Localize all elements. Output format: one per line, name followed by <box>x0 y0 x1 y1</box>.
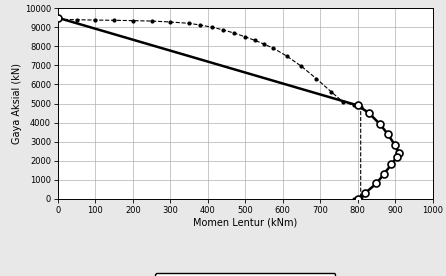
Legend: Eksak, Penyederhanaan: Eksak, Penyederhanaan <box>155 273 335 276</box>
Y-axis label: Gaya Aksial (kN): Gaya Aksial (kN) <box>12 63 22 144</box>
X-axis label: Momen Lentur (kNm): Momen Lentur (kNm) <box>193 217 297 227</box>
